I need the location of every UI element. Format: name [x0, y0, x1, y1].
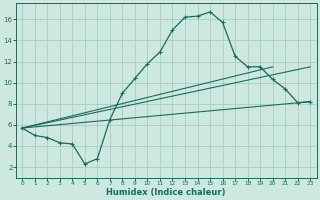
X-axis label: Humidex (Indice chaleur): Humidex (Indice chaleur) — [107, 188, 226, 197]
